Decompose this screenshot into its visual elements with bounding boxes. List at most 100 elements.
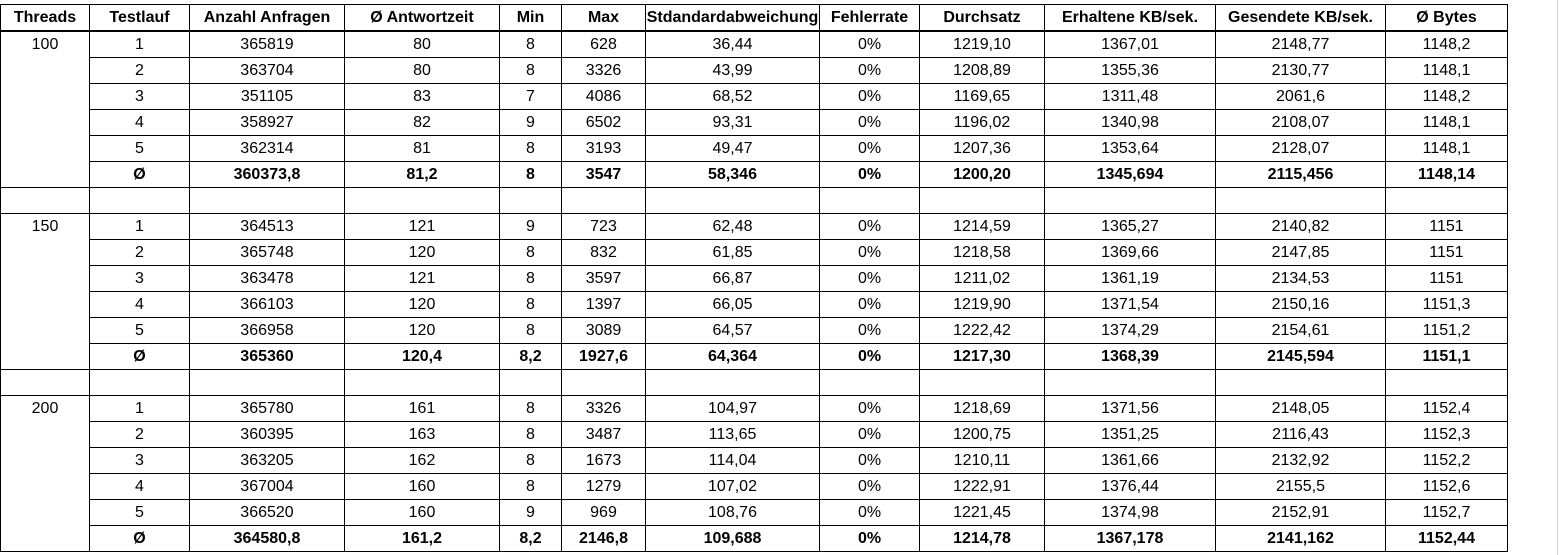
fehlerrate-cell: 0% <box>819 239 920 266</box>
durchsatz-cell: 1218,69 <box>919 395 1045 422</box>
min-cell: 8 <box>499 135 562 162</box>
average-min-cell: 8 <box>499 161 562 188</box>
gesendete-kb-cell: 2061,6 <box>1215 83 1386 110</box>
erhaltene-kb-cell: 1361,66 <box>1044 447 1216 474</box>
gesendete-kb-cell: 2154,61 <box>1215 317 1386 344</box>
antwortzeit-cell: 163 <box>344 421 500 448</box>
testlauf-cell: 2 <box>89 239 190 266</box>
empty-cell <box>89 369 190 396</box>
bytes-cell: 1148,1 <box>1385 135 1508 162</box>
durchsatz-cell: 1222,42 <box>919 317 1045 344</box>
antwortzeit-cell: 80 <box>344 30 500 58</box>
header-gesendete-kb: Gesendete KB/sek. <box>1215 4 1386 32</box>
average-anzahl-anfragen-cell: 364580,8 <box>189 525 345 552</box>
average-gesendete-kb-cell: 2145,594 <box>1215 343 1386 370</box>
threads-cell: 100 <box>0 30 90 188</box>
average-testlauf-cell: Ø <box>89 343 190 370</box>
anzahl-anfragen-cell: 362314 <box>189 135 345 162</box>
durchsatz-cell: 1222,91 <box>919 473 1045 500</box>
testlauf-cell: 5 <box>89 317 190 344</box>
bytes-cell: 1152,3 <box>1385 421 1508 448</box>
header-anzahl-anfragen: Anzahl Anfragen <box>189 4 345 32</box>
empty-cell <box>499 187 562 214</box>
durchsatz-cell: 1169,65 <box>919 83 1045 110</box>
average-bytes-cell: 1151,1 <box>1385 343 1508 370</box>
header-bytes: Ø Bytes <box>1385 4 1508 32</box>
table-row: 5 362314 81 8 3193 49,47 0% 1207,36 1353,64 2128,… <box>1 135 1508 162</box>
average-row: Ø 360373,8 81,2 8 3547 58,346 0% 1200,20 1345,69… <box>1 161 1508 188</box>
bytes-cell: 1152,2 <box>1385 447 1508 474</box>
bytes-cell: 1148,2 <box>1385 83 1508 110</box>
average-durchsatz-cell: 1200,20 <box>919 161 1045 188</box>
header-threads: Threads <box>0 4 90 32</box>
standardabweichung-cell: 68,52 <box>645 83 820 110</box>
average-testlauf-cell: Ø <box>89 525 190 552</box>
empty-cell <box>0 369 90 396</box>
bytes-cell: 1151 <box>1385 213 1508 240</box>
table-row: 3 363205 162 8 1673 114,04 0% 1210,11 1361,66 213… <box>1 447 1508 474</box>
bytes-cell: 1151,3 <box>1385 291 1508 318</box>
antwortzeit-cell: 81 <box>344 135 500 162</box>
standardabweichung-cell: 66,05 <box>645 291 820 318</box>
standardabweichung-cell: 93,31 <box>645 109 820 136</box>
average-standardabweichung-cell: 109,688 <box>645 525 820 552</box>
durchsatz-cell: 1210,11 <box>919 447 1045 474</box>
antwortzeit-cell: 120 <box>344 317 500 344</box>
max-cell: 628 <box>561 30 646 58</box>
min-cell: 9 <box>499 213 562 240</box>
gesendete-kb-cell: 2147,85 <box>1215 239 1386 266</box>
max-cell: 3597 <box>561 265 646 292</box>
min-cell: 8 <box>499 265 562 292</box>
anzahl-anfragen-cell: 364513 <box>189 213 345 240</box>
threads-cell: 200 <box>0 395 90 552</box>
average-antwortzeit-cell: 120,4 <box>344 343 500 370</box>
erhaltene-kb-cell: 1367,01 <box>1044 30 1216 58</box>
standardabweichung-cell: 114,04 <box>645 447 820 474</box>
testlauf-cell: 5 <box>89 135 190 162</box>
gesendete-kb-cell: 2148,77 <box>1215 30 1386 58</box>
min-cell: 8 <box>499 395 562 422</box>
max-cell: 3487 <box>561 421 646 448</box>
average-erhaltene-kb-cell: 1368,39 <box>1044 343 1216 370</box>
average-max-cell: 1927,6 <box>561 343 646 370</box>
average-row: Ø 365360 120,4 8,2 1927,6 64,364 0% 1217,30 1368… <box>1 343 1508 370</box>
erhaltene-kb-cell: 1355,36 <box>1044 57 1216 84</box>
empty-cell <box>344 369 500 396</box>
max-cell: 6502 <box>561 109 646 136</box>
empty-cell <box>561 369 646 396</box>
average-fehlerrate-cell: 0% <box>819 343 920 370</box>
average-bytes-cell: 1148,14 <box>1385 161 1508 188</box>
antwortzeit-cell: 83 <box>344 83 500 110</box>
average-fehlerrate-cell: 0% <box>819 525 920 552</box>
bytes-cell: 1152,7 <box>1385 499 1508 526</box>
gesendete-kb-cell: 2152,91 <box>1215 499 1386 526</box>
average-min-cell: 8,2 <box>499 343 562 370</box>
min-cell: 8 <box>499 30 562 58</box>
bytes-cell: 1152,6 <box>1385 473 1508 500</box>
bytes-cell: 1151 <box>1385 265 1508 292</box>
erhaltene-kb-cell: 1369,66 <box>1044 239 1216 266</box>
table-row: 5 366520 160 9 969 108,76 0% 1221,45 1374,98 2152… <box>1 499 1508 526</box>
empty-cell <box>1215 369 1386 396</box>
min-cell: 8 <box>499 317 562 344</box>
testlauf-cell: 2 <box>89 421 190 448</box>
gesendete-kb-cell: 2130,77 <box>1215 57 1386 84</box>
table-body: 100 1 365819 80 8 628 36,44 0% 1219,10 1367,01 214… <box>0 30 1508 552</box>
empty-cell <box>1044 187 1216 214</box>
min-cell: 8 <box>499 291 562 318</box>
gesendete-kb-cell: 2155,5 <box>1215 473 1386 500</box>
min-cell: 8 <box>499 447 562 474</box>
empty-cell <box>819 187 920 214</box>
empty-cell <box>189 369 345 396</box>
average-anzahl-anfragen-cell: 360373,8 <box>189 161 345 188</box>
header-row: Threads Testlauf Anzahl Anfragen Ø Antwo… <box>0 4 1508 32</box>
max-cell: 1673 <box>561 447 646 474</box>
testlauf-cell: 5 <box>89 499 190 526</box>
empty-cell <box>819 369 920 396</box>
testlauf-cell: 3 <box>89 83 190 110</box>
empty-cell <box>89 187 190 214</box>
fehlerrate-cell: 0% <box>819 213 920 240</box>
header-durchsatz: Durchsatz <box>919 4 1045 32</box>
min-cell: 7 <box>499 83 562 110</box>
anzahl-anfragen-cell: 367004 <box>189 473 345 500</box>
